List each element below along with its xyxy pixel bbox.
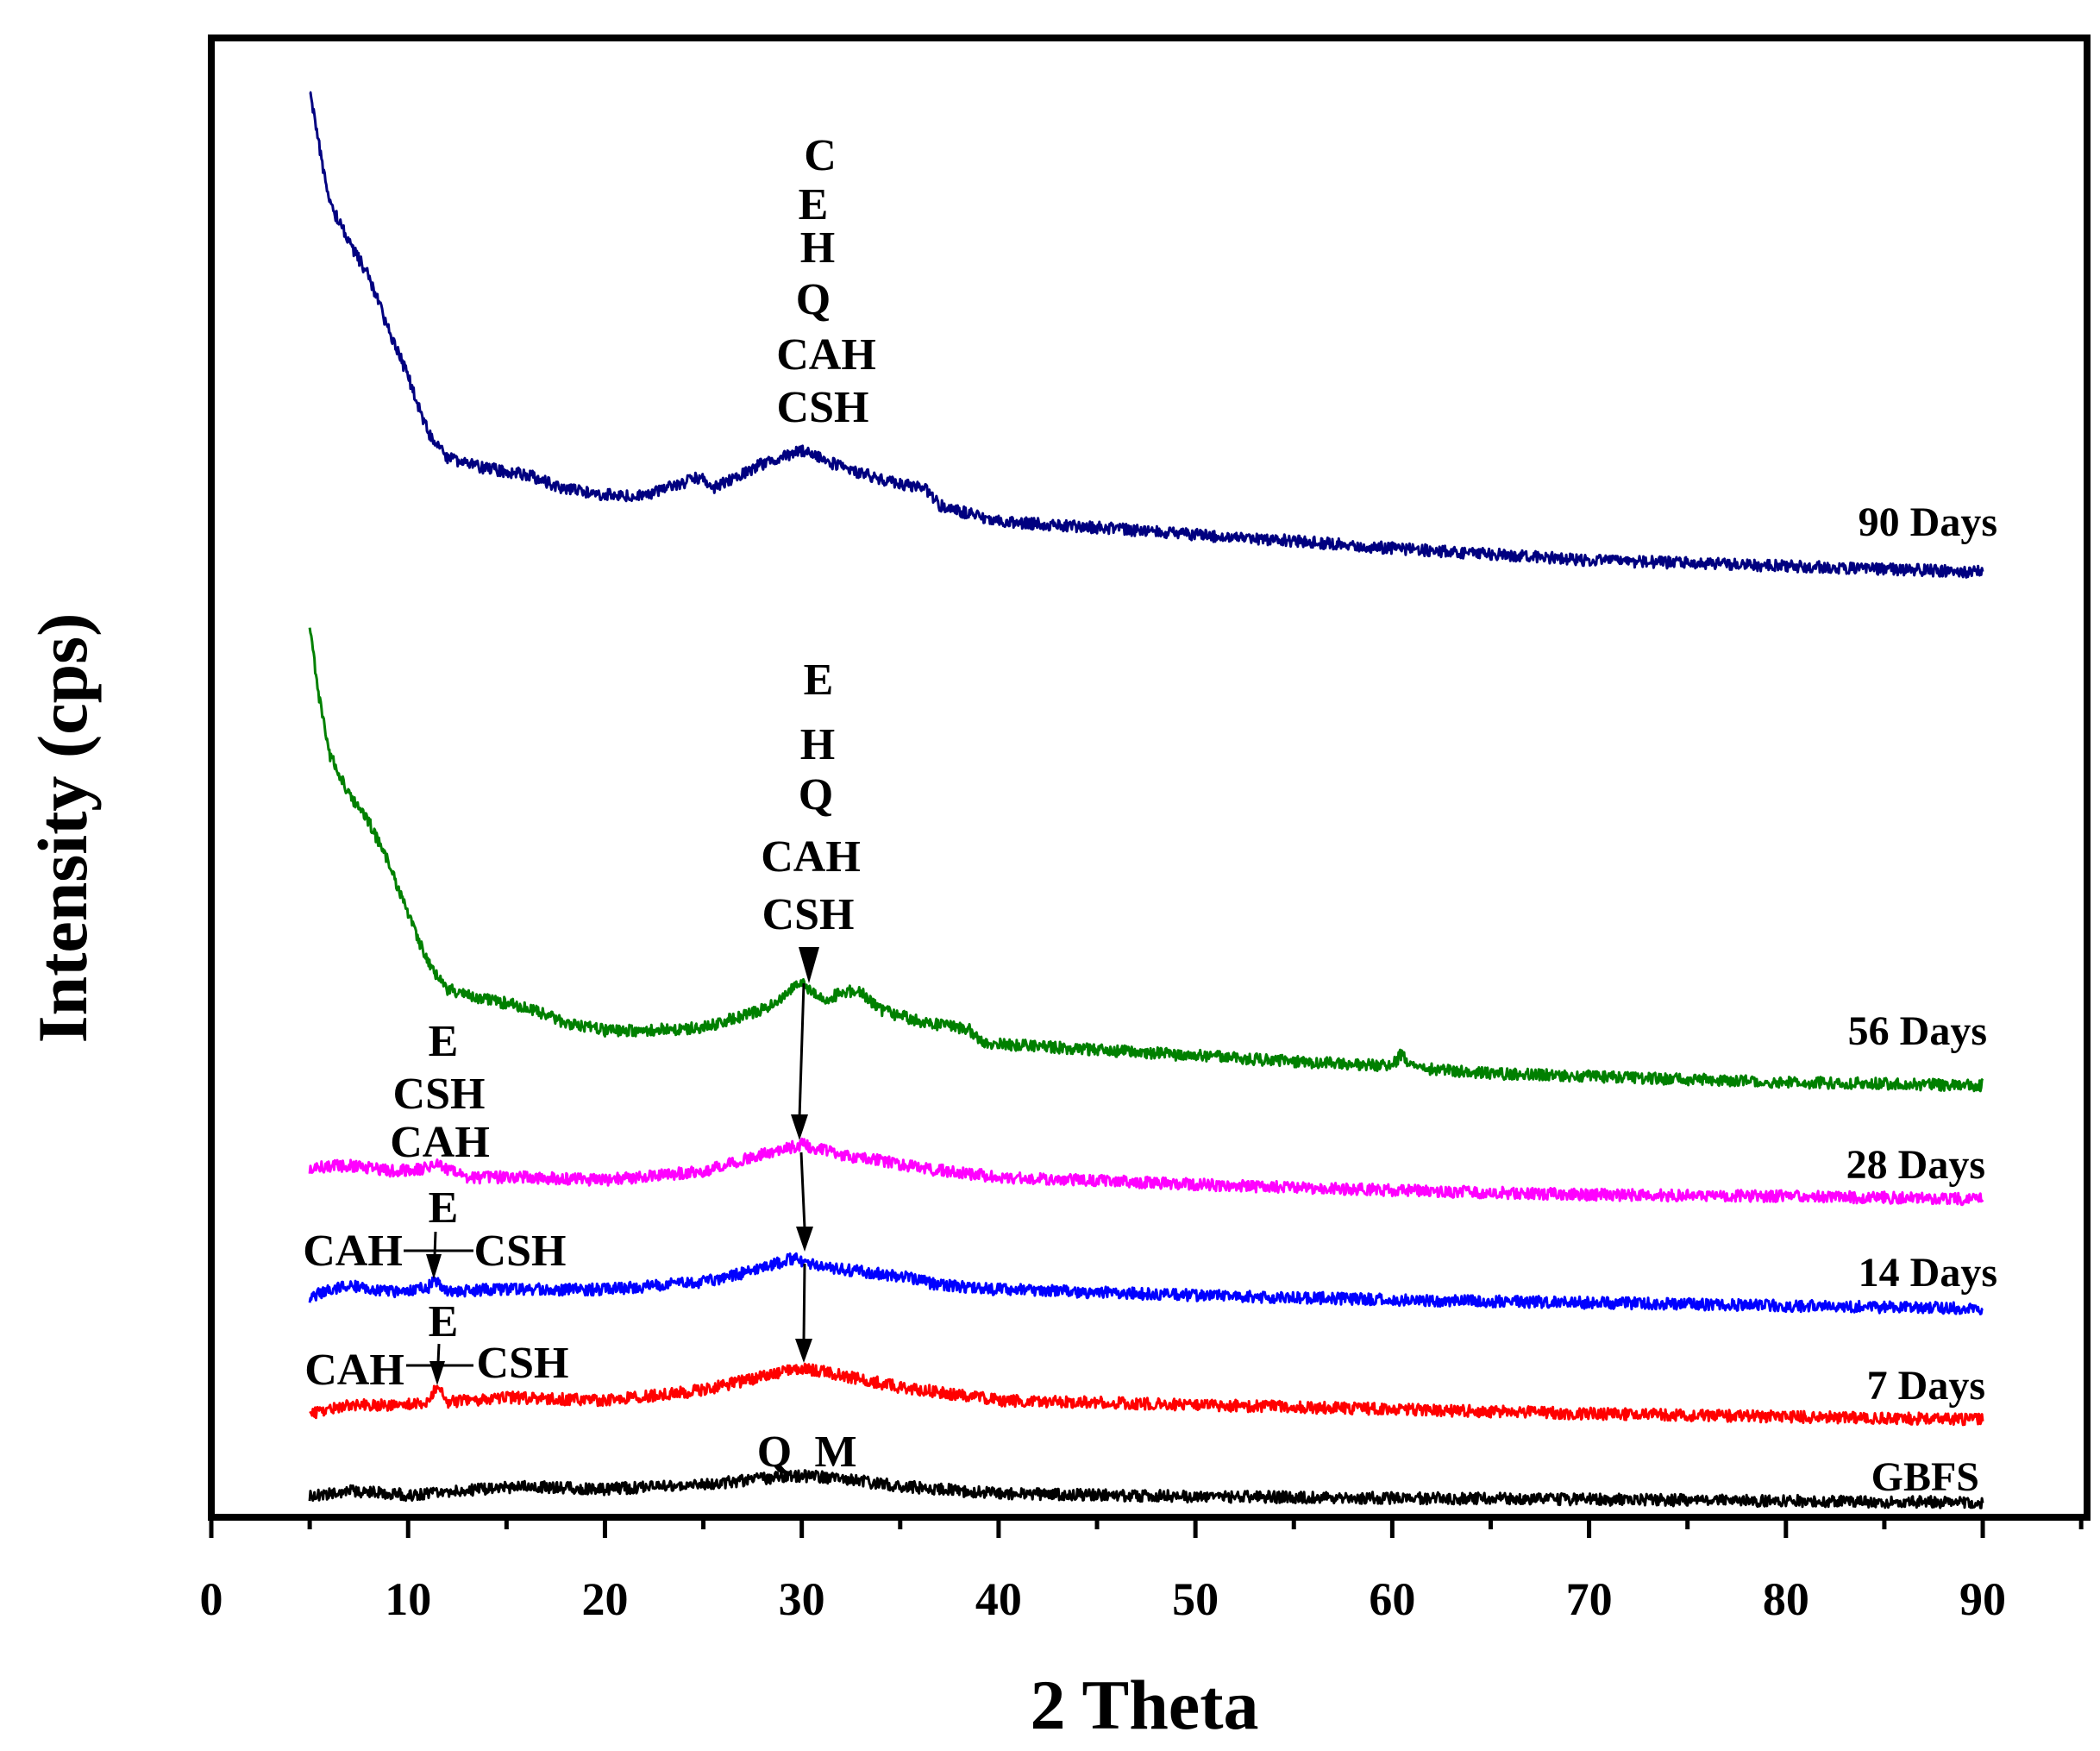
arrow-line-14-days-low: [433, 1231, 437, 1257]
series-line-7-days: [309, 1362, 1984, 1427]
series-label-56-days: 56 Days: [1848, 1008, 1987, 1054]
annotation-label: CSH: [777, 383, 869, 432]
annotation-label: E: [799, 180, 829, 229]
series-label-7-days: 7 Days: [1867, 1363, 1985, 1409]
annotation-label: CAH: [303, 1227, 403, 1276]
x-tick-label-40: 40: [975, 1573, 1022, 1625]
plot-frame: [208, 35, 2091, 1521]
arrowhead-7-days: [795, 1339, 812, 1363]
x-tick-label-10: 10: [385, 1573, 431, 1625]
annotation-label: E: [429, 1183, 459, 1233]
annotation-low-7-days: E CAH CSH: [304, 1297, 568, 1395]
arrowhead-56-days: [799, 947, 819, 983]
series-lines: [308, 91, 1984, 1509]
series-line-14-days: [308, 1252, 1984, 1315]
arrow-line-14-to-7: [802, 1263, 806, 1341]
annotation-low-28-days: E CSH CAH: [390, 1017, 490, 1167]
x-tick-label-0: 0: [200, 1573, 223, 1625]
x-tick-label-50: 50: [1172, 1573, 1219, 1625]
annotation-label: CAH: [776, 330, 876, 380]
series-label-gbfs: GBFS: [1871, 1454, 1979, 1500]
annotation-label: CAH: [304, 1346, 404, 1395]
arrowhead-28-days: [791, 1114, 808, 1140]
annotation-peak-gbfs: Q M: [757, 1428, 857, 1477]
series-label-90-days: 90 Days: [1859, 499, 1997, 545]
annotation-label: Q: [796, 275, 831, 324]
x-tick-label-70: 70: [1566, 1573, 1613, 1625]
arrowhead-14-days-low: [426, 1254, 442, 1279]
x-tick-label-80: 80: [1763, 1573, 1809, 1625]
series-line-gbfs: [308, 1469, 1984, 1509]
annotation-label: M: [814, 1428, 856, 1477]
annotation-label: Q: [757, 1428, 792, 1477]
annotation-low-14-days: E CAH CSH: [303, 1183, 566, 1279]
arrow-line-28-to-14: [799, 1152, 806, 1229]
annotation-label: H: [800, 223, 835, 273]
series-line-90-days: [309, 91, 1984, 579]
annotation-peak-56-days: E H Q CAH CSH: [761, 656, 861, 939]
annotation-label: CSH: [393, 1070, 486, 1119]
series-line-56-days: [308, 627, 1984, 1093]
arrowhead-7-days-low: [429, 1361, 445, 1385]
x-tick-label-90: 90: [1959, 1573, 2006, 1625]
x-axis-ticks: [209, 1517, 2084, 1538]
annotation-label: CAH: [761, 832, 861, 882]
annotation-peak-90-days: C E H Q CAH CSH: [776, 131, 876, 432]
annotation-label: CSH: [477, 1339, 569, 1388]
series-label-14-days: 14 Days: [1859, 1250, 1997, 1296]
arrow-line-56-to-28: [798, 982, 806, 1119]
annotation-label: CAH: [390, 1118, 490, 1167]
x-tick-label-30: 30: [779, 1573, 825, 1625]
x-tick-label-60: 60: [1369, 1573, 1415, 1625]
annotation-label: E: [429, 1297, 459, 1346]
annotation-label: E: [429, 1017, 459, 1066]
annotation-label: C: [804, 131, 837, 180]
annotation-label: Q: [799, 770, 833, 819]
x-tick-label-20: 20: [581, 1573, 628, 1625]
series-label-28-days: 28 Days: [1846, 1142, 1985, 1188]
arrowhead-14-days: [796, 1227, 813, 1252]
annotation-label: CSH: [762, 890, 855, 939]
x-axis-tick-labels: 0 10 20 30 40 50 60 70 80 90: [200, 1573, 2007, 1625]
arrow-line-7-days-low: [436, 1343, 441, 1364]
annotation-label: E: [804, 656, 834, 705]
peak-shift-arrows: [791, 947, 819, 1363]
series-line-28-days: [308, 1137, 1984, 1207]
annotation-label: CSH: [474, 1227, 567, 1276]
x-axis-label: 2 Theta: [1030, 1666, 1258, 1744]
annotation-label: H: [800, 720, 835, 769]
y-axis-label: Intensity (cps): [23, 613, 102, 1044]
